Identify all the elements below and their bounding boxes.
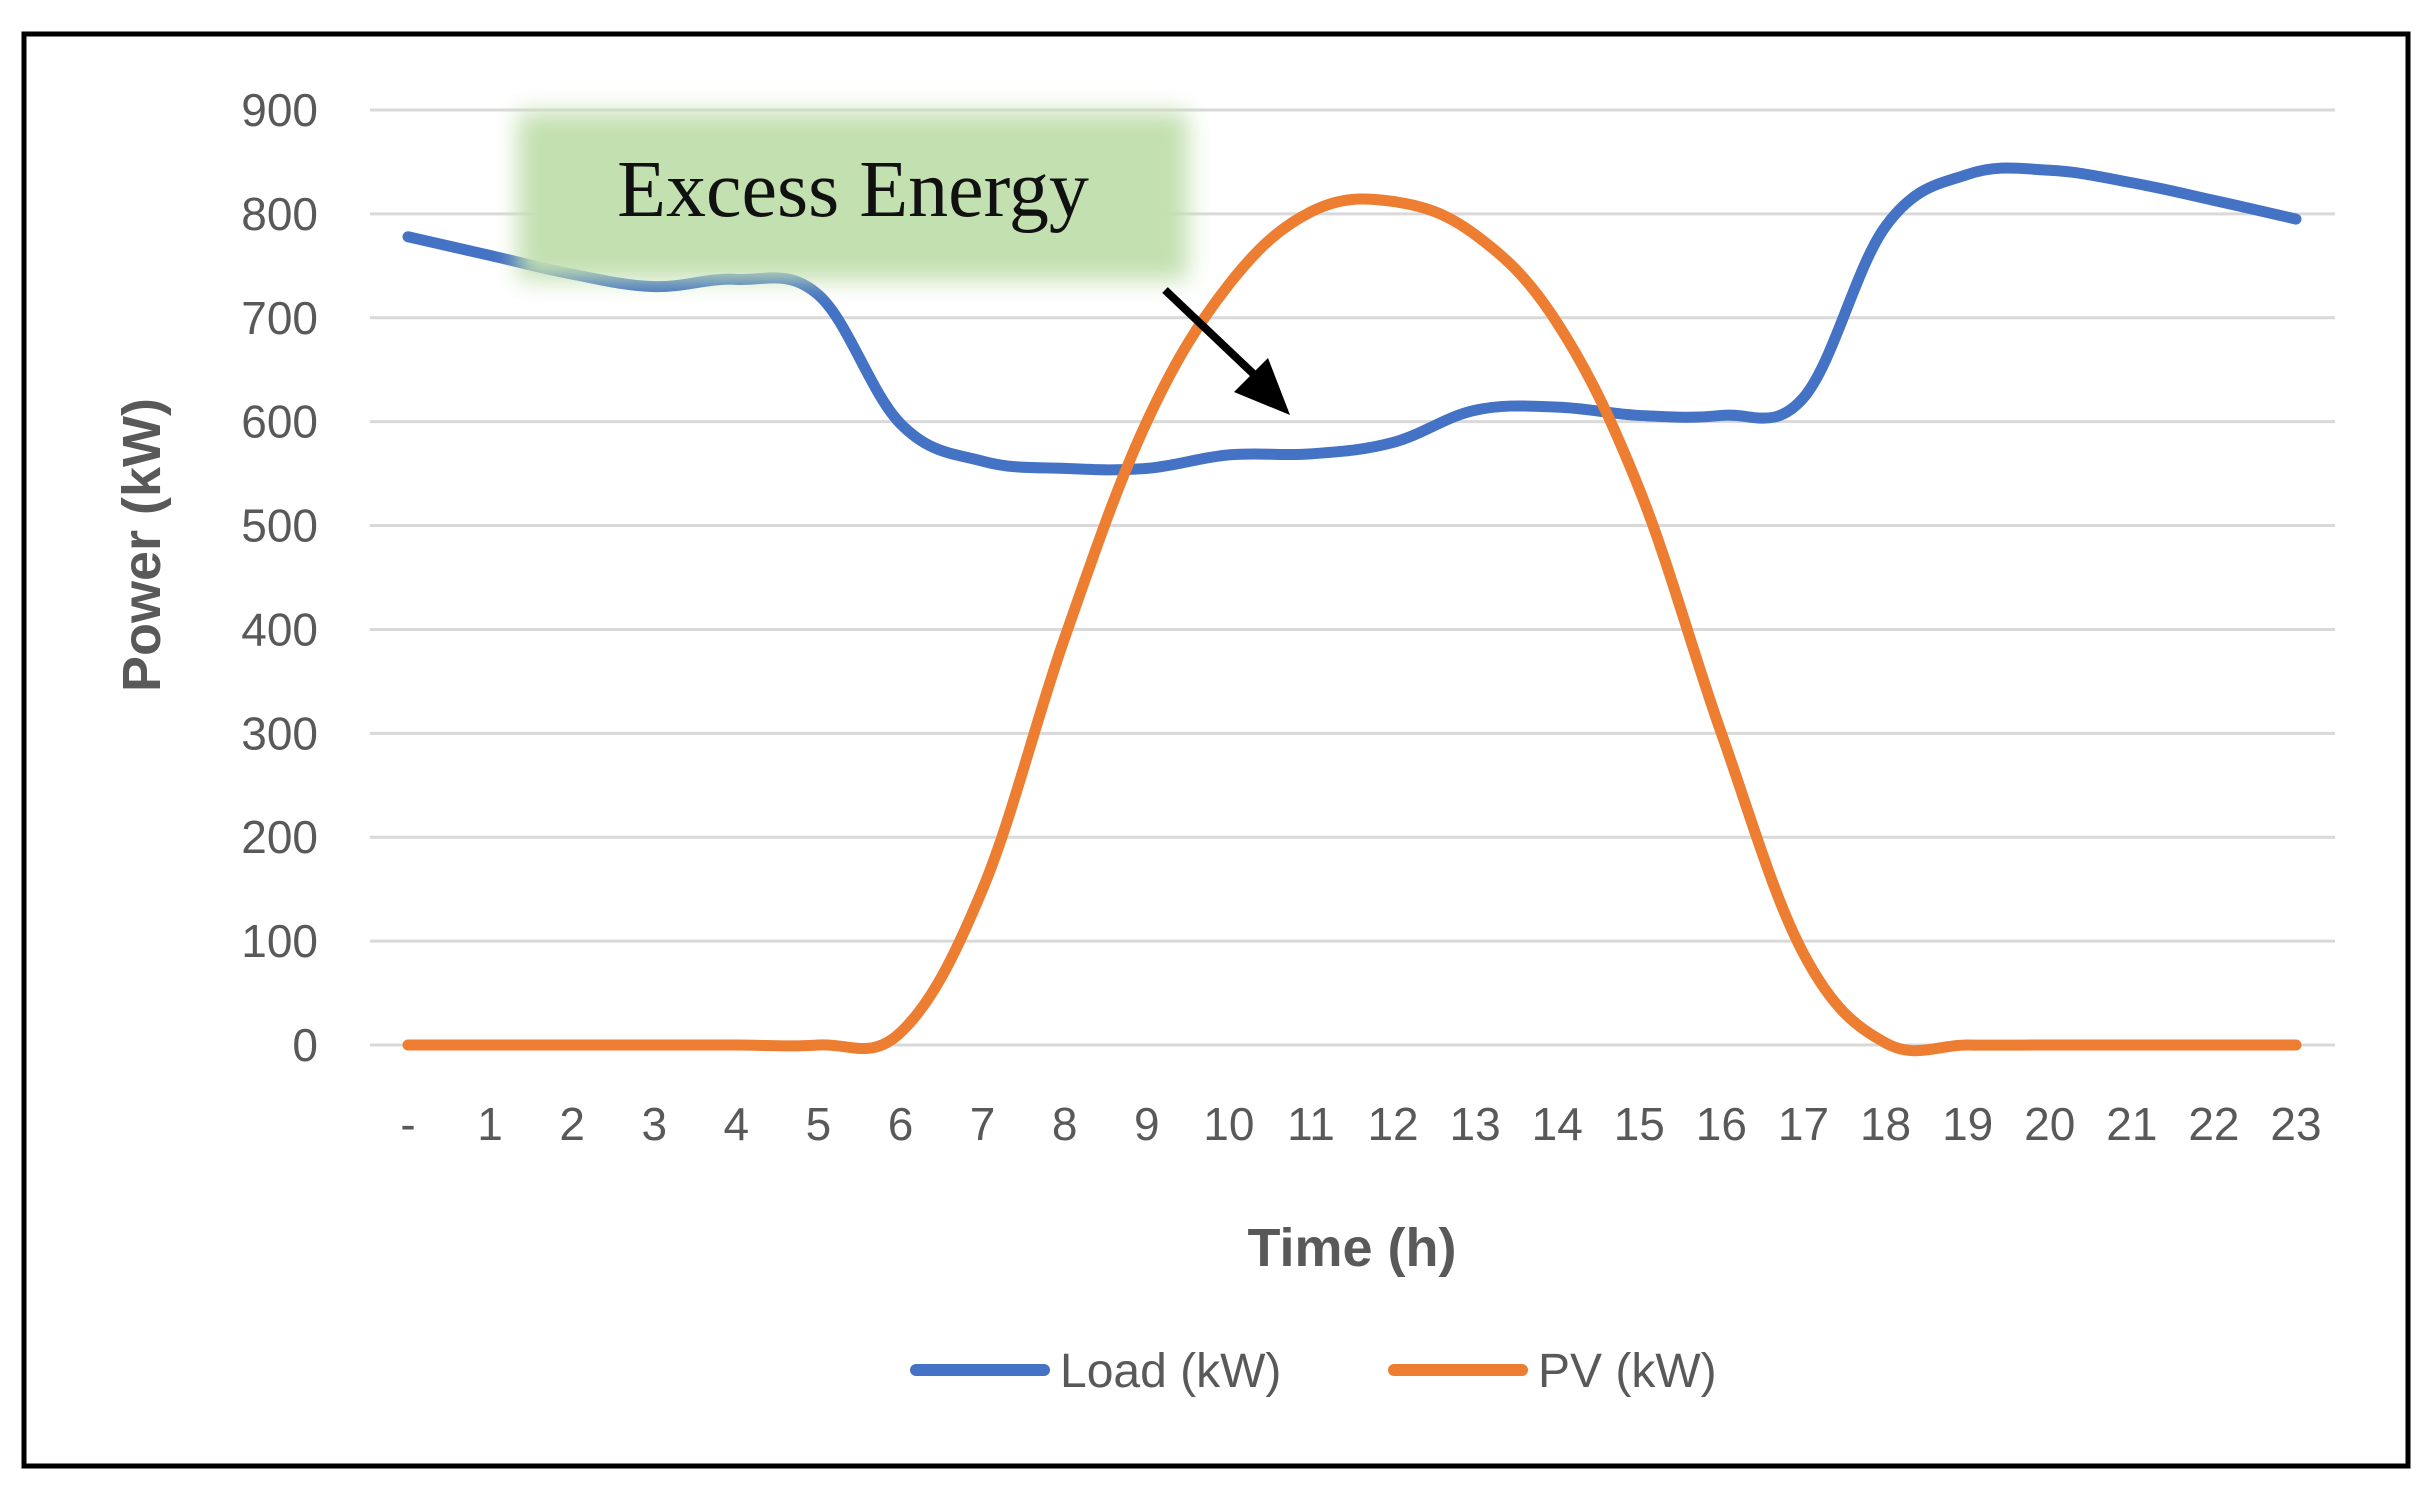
y-tick-label: 400: [241, 603, 318, 655]
legend: Load (kW) PV (kW): [910, 1345, 1717, 1398]
y-axis-ticks: 0 100 200 300 400 500 600 700 800 900: [241, 84, 318, 1071]
y-tick-label: 900: [241, 84, 318, 136]
x-tick-label: 16: [1696, 1098, 1747, 1150]
data-point-pv: [1307, 208, 1314, 215]
y-tick-label: 500: [241, 500, 318, 552]
data-point-pv: [405, 1042, 411, 1048]
x-tick-label: 21: [2106, 1098, 2157, 1150]
data-point-pv: [651, 1042, 658, 1048]
annotation-arrow-shaft: [1162, 287, 1265, 385]
data-point-pv: [2293, 1042, 2299, 1048]
x-tick-label: 5: [806, 1098, 832, 1150]
data-point-load: [487, 252, 494, 259]
data-point-pv: [1390, 198, 1397, 205]
data-point-pv: [897, 1029, 904, 1036]
data-point-load: [1143, 465, 1150, 472]
x-tick-label: 19: [1942, 1098, 1993, 1150]
data-point-pv: [979, 886, 986, 893]
annotation-text: Excess Energy: [617, 146, 1089, 234]
y-axis-title: Power (kW): [112, 398, 172, 692]
x-tick-label: 14: [1532, 1098, 1583, 1150]
x-tick-label: 4: [724, 1098, 750, 1150]
y-tick-label: 600: [241, 396, 318, 448]
series-line-pv: [402, 193, 2302, 1057]
y-tick-label: 100: [241, 915, 318, 967]
annotation-box: [518, 112, 1188, 280]
data-point-pv: [1964, 1042, 1971, 1048]
data-point-load: [1225, 451, 1232, 458]
data-point-load: [1636, 412, 1643, 419]
x-tick-label: 8: [1052, 1098, 1078, 1150]
x-tick-label: 17: [1778, 1098, 1829, 1150]
y-tick-label: 300: [241, 707, 318, 759]
data-point-pv: [1800, 950, 1807, 957]
x-tick-label: 13: [1450, 1098, 1501, 1150]
data-point-pv: [1143, 418, 1150, 425]
x-axis-ticks: -1 2 3 4 5 6 7 8 9 10 11 12 13 14 15 16 17 18 19 20 21 22 23: [400, 1098, 2321, 1150]
data-point-load: [405, 233, 411, 240]
data-point-pv: [1882, 1039, 1889, 1046]
x-tick-label: 2: [559, 1098, 585, 1150]
data-point-load: [651, 283, 658, 290]
data-point-pv: [569, 1042, 576, 1048]
data-point-pv: [1636, 486, 1643, 493]
data-point-load: [1718, 412, 1725, 419]
data-point-pv: [1718, 730, 1725, 737]
data-point-load: [1800, 394, 1807, 401]
data-point-load: [1472, 407, 1479, 414]
x-tick-label: 10: [1203, 1098, 1254, 1150]
annotation: Excess Energy: [518, 112, 1290, 415]
data-point-pv: [2046, 1042, 2053, 1048]
data-point-load: [979, 458, 986, 465]
data-point-load: [815, 291, 822, 298]
x-tick-label: 6: [888, 1098, 914, 1150]
x-tick-label: 12: [1367, 1098, 1418, 1150]
data-point-load: [1390, 439, 1397, 446]
y-tick-label: 0: [292, 1019, 318, 1071]
x-tick-label: 1: [477, 1098, 503, 1150]
data-point-pv: [2210, 1042, 2217, 1048]
chart-border: [21, 31, 2411, 1469]
data-point-load: [1882, 223, 1889, 230]
data-point-load: [2210, 197, 2217, 204]
x-tick-label: 23: [2270, 1098, 2321, 1150]
x-tick-label: 3: [641, 1098, 667, 1150]
data-point-load: [1307, 450, 1314, 457]
x-tick-label: 20: [2024, 1098, 2075, 1150]
data-point-load: [2128, 179, 2135, 186]
data-point-pv: [487, 1042, 494, 1048]
data-point-pv: [2128, 1042, 2135, 1048]
x-tick-label: 15: [1614, 1098, 1665, 1150]
x-tick-label: -: [400, 1098, 415, 1150]
x-axis-title: Time (h): [1247, 1218, 1456, 1278]
data-point-pv: [1554, 319, 1561, 326]
annotation-arrow-head: [1234, 358, 1290, 415]
y-tick-label: 200: [241, 811, 318, 863]
x-tick-label: 18: [1860, 1098, 1911, 1150]
data-point-pv: [1225, 281, 1232, 288]
y-tick-label: 700: [241, 292, 318, 344]
data-point-pv: [1061, 634, 1068, 641]
data-point-load: [1964, 171, 1971, 178]
data-point-pv: [1472, 231, 1479, 238]
data-point-load: [1554, 404, 1561, 411]
data-point-pv: [733, 1042, 740, 1048]
legend-label-pv: PV (kW): [1538, 1345, 1717, 1398]
gridlines: [370, 108, 2335, 1047]
data-point-load: [2046, 167, 2053, 174]
data-point-load: [2293, 216, 2299, 223]
x-tick-label: 7: [970, 1098, 996, 1150]
data-point-load: [897, 420, 904, 427]
x-tick-label: 22: [2188, 1098, 2239, 1150]
x-tick-label: 11: [1287, 1098, 1335, 1150]
data-point-pv: [815, 1042, 822, 1048]
data-point-load: [1061, 465, 1068, 472]
y-tick-label: 800: [241, 188, 318, 240]
x-tick-label: 9: [1134, 1098, 1160, 1150]
legend-label-load: Load (kW): [1060, 1345, 1281, 1398]
